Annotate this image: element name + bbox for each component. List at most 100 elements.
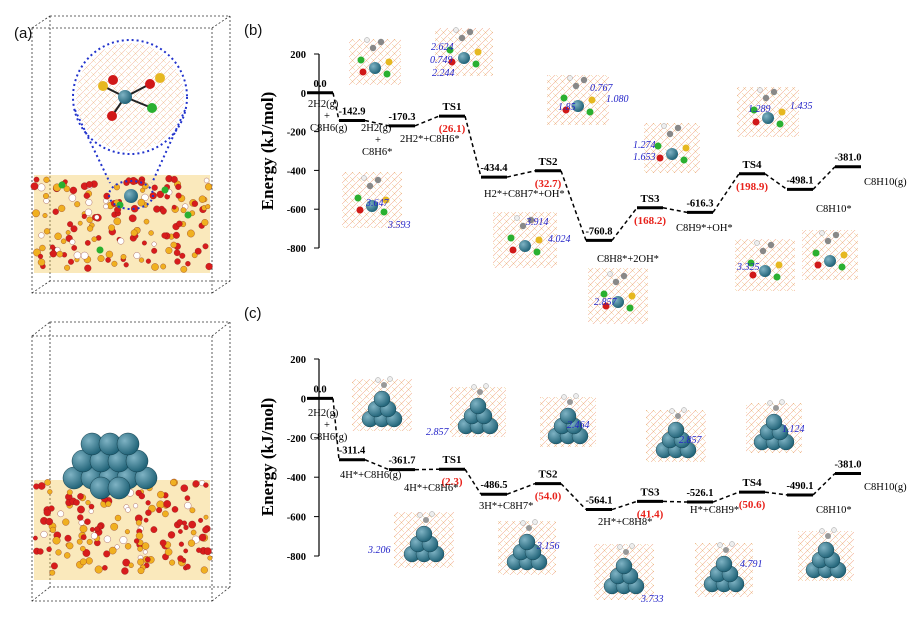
slab-atom bbox=[42, 213, 48, 218]
slab-atom bbox=[94, 214, 100, 220]
slab-atom bbox=[105, 500, 112, 507]
slab-atom bbox=[74, 201, 81, 208]
slab-atom bbox=[103, 550, 111, 558]
slab-atom bbox=[86, 216, 93, 223]
y-tick-label: -400 bbox=[287, 166, 306, 177]
slab-atom bbox=[45, 517, 53, 526]
distance-label: 1.435 bbox=[790, 101, 813, 112]
ts-label: TS1 bbox=[443, 101, 462, 113]
slab-atom bbox=[130, 229, 138, 237]
structure-inset bbox=[352, 376, 412, 431]
slab-atom bbox=[173, 249, 181, 257]
energy-label: -170.3 bbox=[388, 112, 415, 123]
connector bbox=[560, 170, 587, 241]
ts-label: TS4 bbox=[743, 477, 762, 489]
structure-inset bbox=[588, 268, 648, 324]
species-label: C8H10* bbox=[816, 505, 852, 516]
slab-atom bbox=[191, 200, 199, 207]
slab-atom bbox=[175, 183, 182, 190]
connector bbox=[332, 398, 340, 460]
energy-label: -381.0 bbox=[834, 153, 861, 164]
distance-label: 1.289 bbox=[748, 104, 771, 115]
connector bbox=[662, 207, 688, 214]
slab-atom-green bbox=[116, 201, 124, 209]
slab-atom bbox=[90, 532, 98, 540]
species-label: C8H10(g) bbox=[864, 482, 907, 493]
connector bbox=[464, 468, 482, 495]
slab-atom bbox=[130, 204, 139, 213]
slab-atom bbox=[121, 567, 129, 575]
slab-atom bbox=[119, 536, 128, 544]
y-tick-label: -600 bbox=[287, 205, 306, 216]
slab-atom bbox=[108, 546, 117, 555]
slab-atom bbox=[159, 539, 167, 547]
slab-atom bbox=[88, 508, 94, 514]
energy-label: 0.0 bbox=[313, 79, 326, 90]
slab-atom bbox=[67, 221, 74, 228]
slab-atom bbox=[32, 209, 40, 218]
slab-atom bbox=[203, 547, 212, 556]
slab-atom bbox=[180, 484, 189, 492]
slab-atom bbox=[66, 489, 73, 496]
distance-label: 3.647 bbox=[365, 198, 390, 209]
slab-atom bbox=[169, 559, 176, 566]
connector bbox=[506, 482, 536, 495]
slab-atom bbox=[39, 244, 46, 252]
slab-atom bbox=[37, 258, 46, 266]
slab-illustration-c bbox=[31, 321, 231, 602]
slab-atom bbox=[145, 509, 152, 516]
slab-atom bbox=[94, 565, 103, 574]
ts-label: TS2 bbox=[539, 156, 558, 168]
distance-label: 2.857 bbox=[594, 297, 618, 308]
slab-atom bbox=[183, 548, 189, 554]
slab-atom bbox=[52, 536, 61, 545]
slab-atom bbox=[194, 247, 202, 255]
distance-label: 1.653 bbox=[633, 152, 656, 163]
species-label: 2H2(g) bbox=[361, 123, 392, 134]
slab-atom bbox=[103, 535, 111, 543]
slab-atom bbox=[33, 483, 40, 490]
y-tick-label: -200 bbox=[287, 128, 306, 139]
slab-atom bbox=[55, 549, 62, 556]
slab-atom bbox=[184, 563, 191, 570]
slab-atom bbox=[89, 527, 95, 532]
panel-label-b: (b) bbox=[244, 22, 262, 39]
slab-atom bbox=[111, 260, 118, 267]
slab-atom bbox=[73, 499, 80, 506]
slab-atom bbox=[176, 519, 183, 526]
slab-atom bbox=[78, 519, 85, 526]
slab-atom bbox=[37, 253, 44, 259]
slab-atom bbox=[202, 526, 209, 534]
distance-label: 4.791 bbox=[740, 559, 763, 570]
slab-atom bbox=[172, 231, 180, 239]
slab-atom bbox=[124, 529, 130, 535]
ts-label: TS4 bbox=[743, 159, 762, 171]
distance-label: 1.85 bbox=[558, 102, 576, 113]
slab-atom bbox=[73, 251, 82, 259]
slab-atom bbox=[68, 258, 74, 265]
slab-atom bbox=[58, 204, 66, 212]
barrier-label: (50.6) bbox=[739, 499, 766, 511]
connector bbox=[712, 173, 740, 213]
slab-atom bbox=[102, 565, 108, 571]
slab-atom bbox=[174, 258, 181, 265]
slab-atom bbox=[170, 175, 178, 183]
slab-atom bbox=[192, 480, 200, 488]
slab-atom bbox=[117, 237, 125, 245]
distance-label: 2.464 bbox=[567, 420, 590, 431]
slab-atom bbox=[156, 500, 165, 509]
slab-atom bbox=[135, 532, 144, 540]
species-label: H2*+C8H7*+OH* bbox=[484, 189, 565, 200]
species-label: + bbox=[324, 420, 330, 431]
energy-label: -381.0 bbox=[834, 459, 861, 470]
species-label: 4H*+C8H6(g) bbox=[340, 470, 402, 481]
slab-atom bbox=[189, 507, 196, 514]
slab-atom bbox=[66, 542, 74, 550]
slab-atom bbox=[187, 229, 195, 238]
slab-atom bbox=[60, 238, 67, 244]
slab-atom bbox=[198, 517, 204, 523]
structure-inset bbox=[594, 543, 654, 600]
pt-cluster-atom bbox=[107, 476, 131, 500]
slab-atom bbox=[133, 252, 141, 259]
y-tick-label: 200 bbox=[290, 355, 306, 366]
